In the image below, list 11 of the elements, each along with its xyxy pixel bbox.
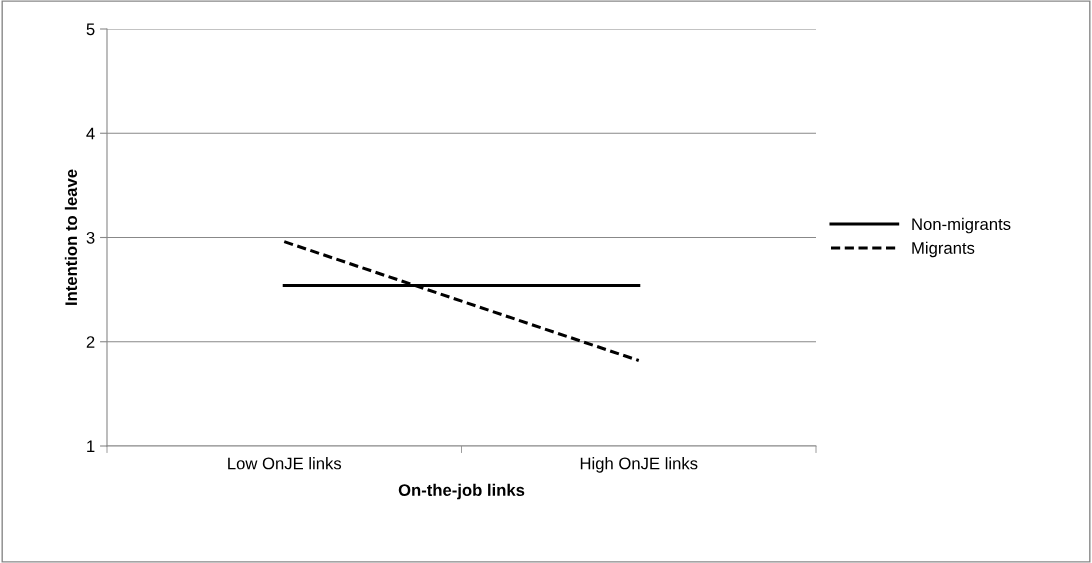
y-tick-label: 2	[86, 336, 95, 348]
x-axis-title: On-the-job links	[398, 483, 525, 500]
x-tick-label: Low OnJE links	[228, 457, 342, 470]
y-tick-label: 4	[86, 127, 95, 140]
legend-label: Migrants	[912, 241, 975, 258]
y-tick-label: 5	[86, 23, 95, 36]
y-tick-label: 1	[87, 440, 95, 453]
y-tick-label: 3	[86, 231, 95, 244]
y-axis-title: Intention to leave	[64, 169, 78, 305]
legend-label: Non-migrants	[912, 217, 1011, 234]
x-tick-label: High OnJE links	[580, 457, 698, 473]
